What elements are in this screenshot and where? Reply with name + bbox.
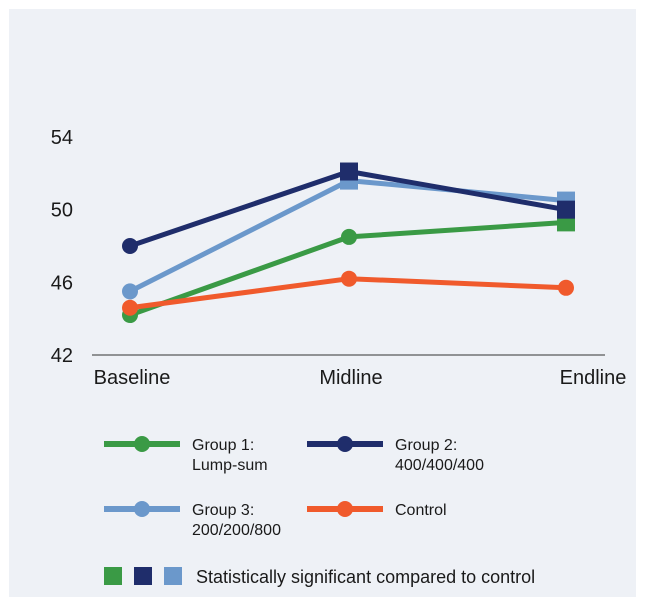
x-tick-label: Baseline (94, 367, 171, 389)
y-tick-label: 46 (51, 272, 73, 294)
series (122, 213, 575, 324)
legend-label: Lump-sum (192, 457, 268, 474)
legend-swatch-marker (337, 501, 353, 517)
y-tick-label: 50 (51, 200, 73, 222)
x-tick-label: Endline (560, 367, 627, 389)
legend-label: Group 1: (192, 437, 254, 454)
legend-label: 400/400/400 (395, 457, 484, 474)
y-tick-label: 42 (51, 345, 73, 367)
significance-swatch (104, 567, 122, 585)
significance-swatch (164, 567, 182, 585)
legend-swatch-marker (337, 436, 353, 452)
legend-item: Group 3: 200/200/800 (104, 501, 281, 539)
point-marker (341, 228, 357, 245)
point-marker (122, 283, 138, 300)
significance-note-text: Statistically significant compared to co… (196, 567, 535, 587)
x-tick-label: Midline (319, 367, 382, 389)
point-marker (558, 279, 574, 296)
significant-point-marker (557, 200, 575, 219)
significant-point-marker (340, 162, 358, 181)
x-tick-labels: Baseline Midline Endline (94, 367, 627, 389)
chart-panel (9, 9, 636, 597)
point-marker (122, 238, 138, 254)
legend-label: 200/200/800 (192, 522, 281, 539)
series (122, 270, 574, 316)
legend-swatch-marker (134, 436, 150, 452)
legend-label: Group 3: (192, 502, 254, 519)
legend-item: Group 1: Lump-sum (104, 436, 268, 474)
y-tick-label: 54 (51, 127, 73, 149)
legend-swatch-marker (134, 501, 150, 517)
legend-label: Group 2: (395, 437, 457, 454)
point-marker (341, 270, 357, 287)
legend-item: Group 2: 400/400/400 (307, 436, 484, 474)
legend-label: Control (395, 502, 447, 519)
significance-swatch (134, 567, 152, 585)
point-marker (122, 299, 138, 316)
y-tick-labels: 42 46 50 54 (51, 127, 73, 367)
significance-note: Statistically significant compared to co… (104, 567, 535, 587)
legend-item: Control (307, 501, 447, 519)
series-lines (122, 162, 575, 324)
series (122, 162, 575, 254)
